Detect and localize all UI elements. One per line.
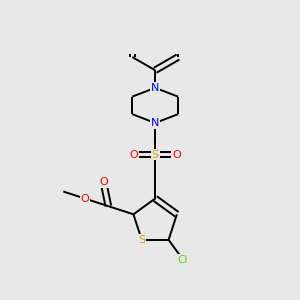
Text: S: S (138, 235, 145, 245)
Text: O: O (130, 150, 139, 160)
Text: N: N (151, 83, 159, 93)
Text: O: O (81, 194, 89, 204)
Text: S: S (152, 150, 159, 160)
Text: O: O (99, 177, 108, 187)
Text: O: O (172, 150, 181, 160)
Text: Cl: Cl (178, 255, 188, 265)
Text: N: N (151, 118, 159, 128)
